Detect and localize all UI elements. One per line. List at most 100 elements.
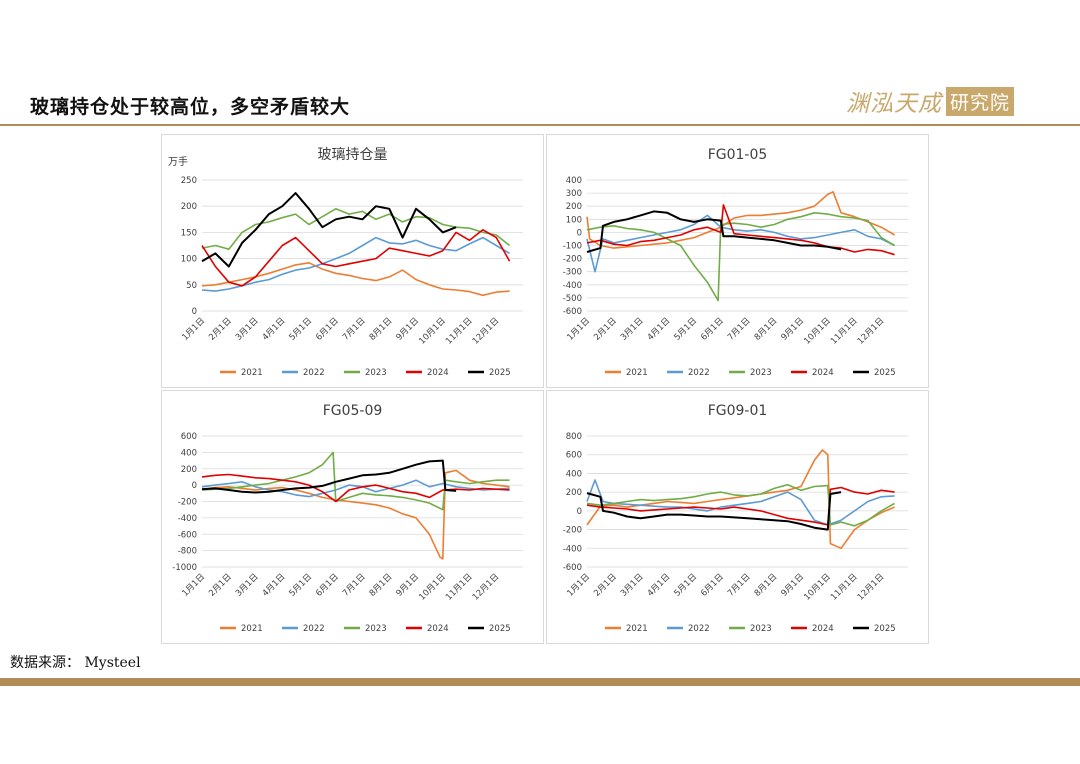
series-line-2024 <box>586 204 895 256</box>
y-tick-label: 300 <box>566 189 582 199</box>
x-tick-label: 5月1日 <box>672 316 699 343</box>
y-tick-label: -400 <box>178 514 197 524</box>
x-tick-label: 1月1日 <box>180 572 207 599</box>
y-tick-label: 0 <box>192 307 197 317</box>
series-line-2024 <box>586 486 895 526</box>
x-tick-label: 6月1日 <box>314 316 341 343</box>
y-tick-label: 200 <box>181 465 197 475</box>
y-tick-label: 100 <box>181 255 197 265</box>
y-tick-label: -100 <box>563 242 582 252</box>
y-tick-label: -300 <box>563 268 582 278</box>
x-tick-label: 12月1日 <box>471 572 502 603</box>
x-tick-label: 8月1日 <box>368 316 395 343</box>
x-tick-label: 7月1日 <box>726 316 753 343</box>
y-tick-label: -1000 <box>172 563 197 573</box>
x-tick-label: 2月1日 <box>592 572 619 599</box>
legend-entry-2025: 2025 <box>489 368 511 378</box>
y-tick-label: 200 <box>566 488 582 498</box>
y-tick-label: 800 <box>566 432 582 442</box>
x-tick-label: 1月1日 <box>565 316 592 343</box>
chart-panel-fg09-01: FG09-01 -600 -400 -200 0 200 400 600 800 1月1日 2月1日… <box>546 390 929 644</box>
x-tick-label: 10月1日 <box>802 572 833 603</box>
series-line-2022 <box>586 479 895 526</box>
y-tick-label: -200 <box>563 255 582 265</box>
x-tick-label: 4月1日 <box>261 572 288 599</box>
x-tick-label: 10月1日 <box>417 572 448 603</box>
x-tick-label: 2月1日 <box>207 572 234 599</box>
chart-panel-open-interest: 玻璃持仓量 万手 0 50 100 150 200 250 1月1日 2月1日 3月1日 4月1日 5月… <box>161 134 544 388</box>
y-tick-label: -500 <box>563 294 582 304</box>
x-tick-label: 8月1日 <box>753 316 780 343</box>
footer-bar <box>0 678 1080 686</box>
y-tick-label: 600 <box>181 432 197 442</box>
x-tick-label: 11月1日 <box>444 316 475 347</box>
x-tick-label: 11月1日 <box>829 316 860 347</box>
y-tick-label: 150 <box>181 228 197 238</box>
x-tick-label: 8月1日 <box>753 572 780 599</box>
x-tick-label: 5月1日 <box>287 572 314 599</box>
x-tick-label: 3月1日 <box>234 316 261 343</box>
fg05-09-chart: FG05-09 -1000 -800 -600 -400 -200 0 200 400 600 1月… <box>172 403 523 634</box>
chart-title: FG09-01 <box>708 403 768 419</box>
header-divider <box>0 124 1080 126</box>
x-tick-label: 4月1日 <box>646 572 673 599</box>
y-tick-label: 0 <box>577 228 582 238</box>
series-line-2023 <box>201 208 511 250</box>
chart-panel-fg05-09: FG05-09 -1000 -800 -600 -400 -200 0 200 400 600 1月… <box>161 390 544 644</box>
series-line-2021 <box>586 190 896 249</box>
y-tick-label: 600 <box>566 451 582 461</box>
series-line-2022 <box>586 214 895 273</box>
x-tick-label: 3月1日 <box>234 572 261 599</box>
y-tick-label: 250 <box>181 176 197 186</box>
y-tick-label: 50 <box>186 281 197 291</box>
series-line-2022 <box>201 236 511 292</box>
x-tick-label: 2月1日 <box>207 316 234 343</box>
series-line-2023 <box>201 451 510 511</box>
chart-title: FG05-09 <box>323 403 383 419</box>
y-tick-label: 200 <box>566 202 582 212</box>
y-tick-label: -600 <box>563 563 582 573</box>
x-tick-label: 11月1日 <box>829 572 860 603</box>
x-tick-label: 5月1日 <box>287 316 314 343</box>
legend-entry-2023: 2023 <box>365 624 387 634</box>
legend-entry-2023: 2023 <box>750 368 772 378</box>
x-tick-label: 1月1日 <box>180 316 207 343</box>
logo-text: 渊泓天成 <box>846 91 942 117</box>
y-tick-label: -600 <box>563 307 582 317</box>
x-tick-label: 7月1日 <box>341 572 368 599</box>
data-source: 数据来源： Mysteel <box>10 655 141 671</box>
legend-entry-2021: 2021 <box>626 368 648 378</box>
y-tick-label: -600 <box>178 530 197 540</box>
legend-entry-2024: 2024 <box>427 368 449 378</box>
logo-box: 研究院 <box>946 86 1015 116</box>
x-tick-label: 10月1日 <box>802 316 833 347</box>
legend-entry-2021: 2021 <box>241 624 263 634</box>
series-line-2021 <box>201 469 510 560</box>
y-tick-label: 400 <box>566 469 582 479</box>
chart-title: FG01-05 <box>708 147 768 163</box>
series-line-2024 <box>201 473 510 503</box>
legend-entry-2022: 2022 <box>688 368 710 378</box>
y-tick-label: -200 <box>563 526 582 536</box>
series-line-2021 <box>201 262 510 297</box>
x-tick-label: 1月1日 <box>565 572 592 599</box>
legend-entry-2023: 2023 <box>365 368 387 378</box>
legend-entry-2022: 2022 <box>688 624 710 634</box>
x-tick-label: 2月1日 <box>592 316 619 343</box>
legend-entry-2022: 2022 <box>303 624 325 634</box>
legend-entry-2024: 2024 <box>812 368 834 378</box>
x-tick-label: 6月1日 <box>314 572 341 599</box>
x-tick-label: 7月1日 <box>726 572 753 599</box>
y-tick-label: 0 <box>192 481 197 491</box>
legend-entry-2022: 2022 <box>303 368 325 378</box>
legend-entry-2025: 2025 <box>874 368 896 378</box>
series-line-2024 <box>201 229 511 287</box>
y-tick-label: 400 <box>181 448 197 458</box>
x-tick-label: 12月1日 <box>471 316 502 347</box>
x-tick-label: 3月1日 <box>619 572 646 599</box>
x-tick-label: 4月1日 <box>646 316 673 343</box>
legend-entry-2023: 2023 <box>750 624 772 634</box>
series-line-2023 <box>586 212 896 302</box>
legend-entry-2025: 2025 <box>489 624 511 634</box>
